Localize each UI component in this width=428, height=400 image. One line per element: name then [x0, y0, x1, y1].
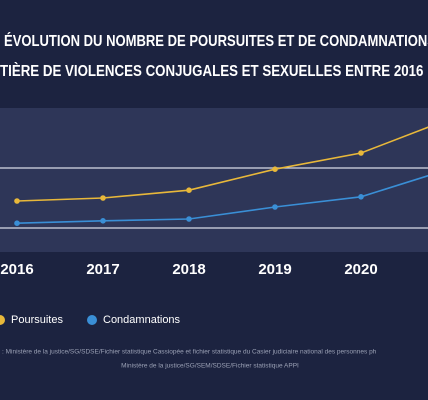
x-tick-label: 2017	[86, 261, 119, 278]
point	[186, 216, 192, 222]
x-tick-label: 2016	[0, 261, 33, 278]
point	[100, 218, 106, 224]
point	[358, 150, 364, 156]
legend-label: Poursuites	[11, 314, 63, 326]
series-line	[16, 126, 428, 202]
point	[186, 187, 192, 193]
x-tick-label: 2020	[344, 261, 377, 278]
point	[272, 204, 278, 210]
legend-label: Condamnations	[103, 314, 181, 326]
x-tick-label: 2019	[258, 261, 291, 278]
point	[14, 198, 20, 204]
plot-area	[0, 108, 428, 252]
point	[14, 220, 20, 226]
chart-title: ÉVOLUTION DU NOMBRE DE POURSUITES ET DE …	[4, 31, 428, 50]
point	[272, 166, 278, 172]
source: : Ministère de la justice/SG/SDSE/Fichie…	[2, 349, 377, 356]
point	[358, 194, 364, 200]
legend-marker	[87, 315, 97, 325]
source: Ministère de la justice/SG/SEM/SDSE/Fich…	[121, 363, 299, 370]
x-tick-label: 2018	[172, 261, 205, 278]
chart-title: TIÈRE DE VIOLENCES CONJUGALES ET SEXUELL…	[0, 61, 428, 80]
series-line	[16, 174, 428, 224]
legend-marker	[0, 315, 5, 325]
point	[100, 195, 106, 201]
